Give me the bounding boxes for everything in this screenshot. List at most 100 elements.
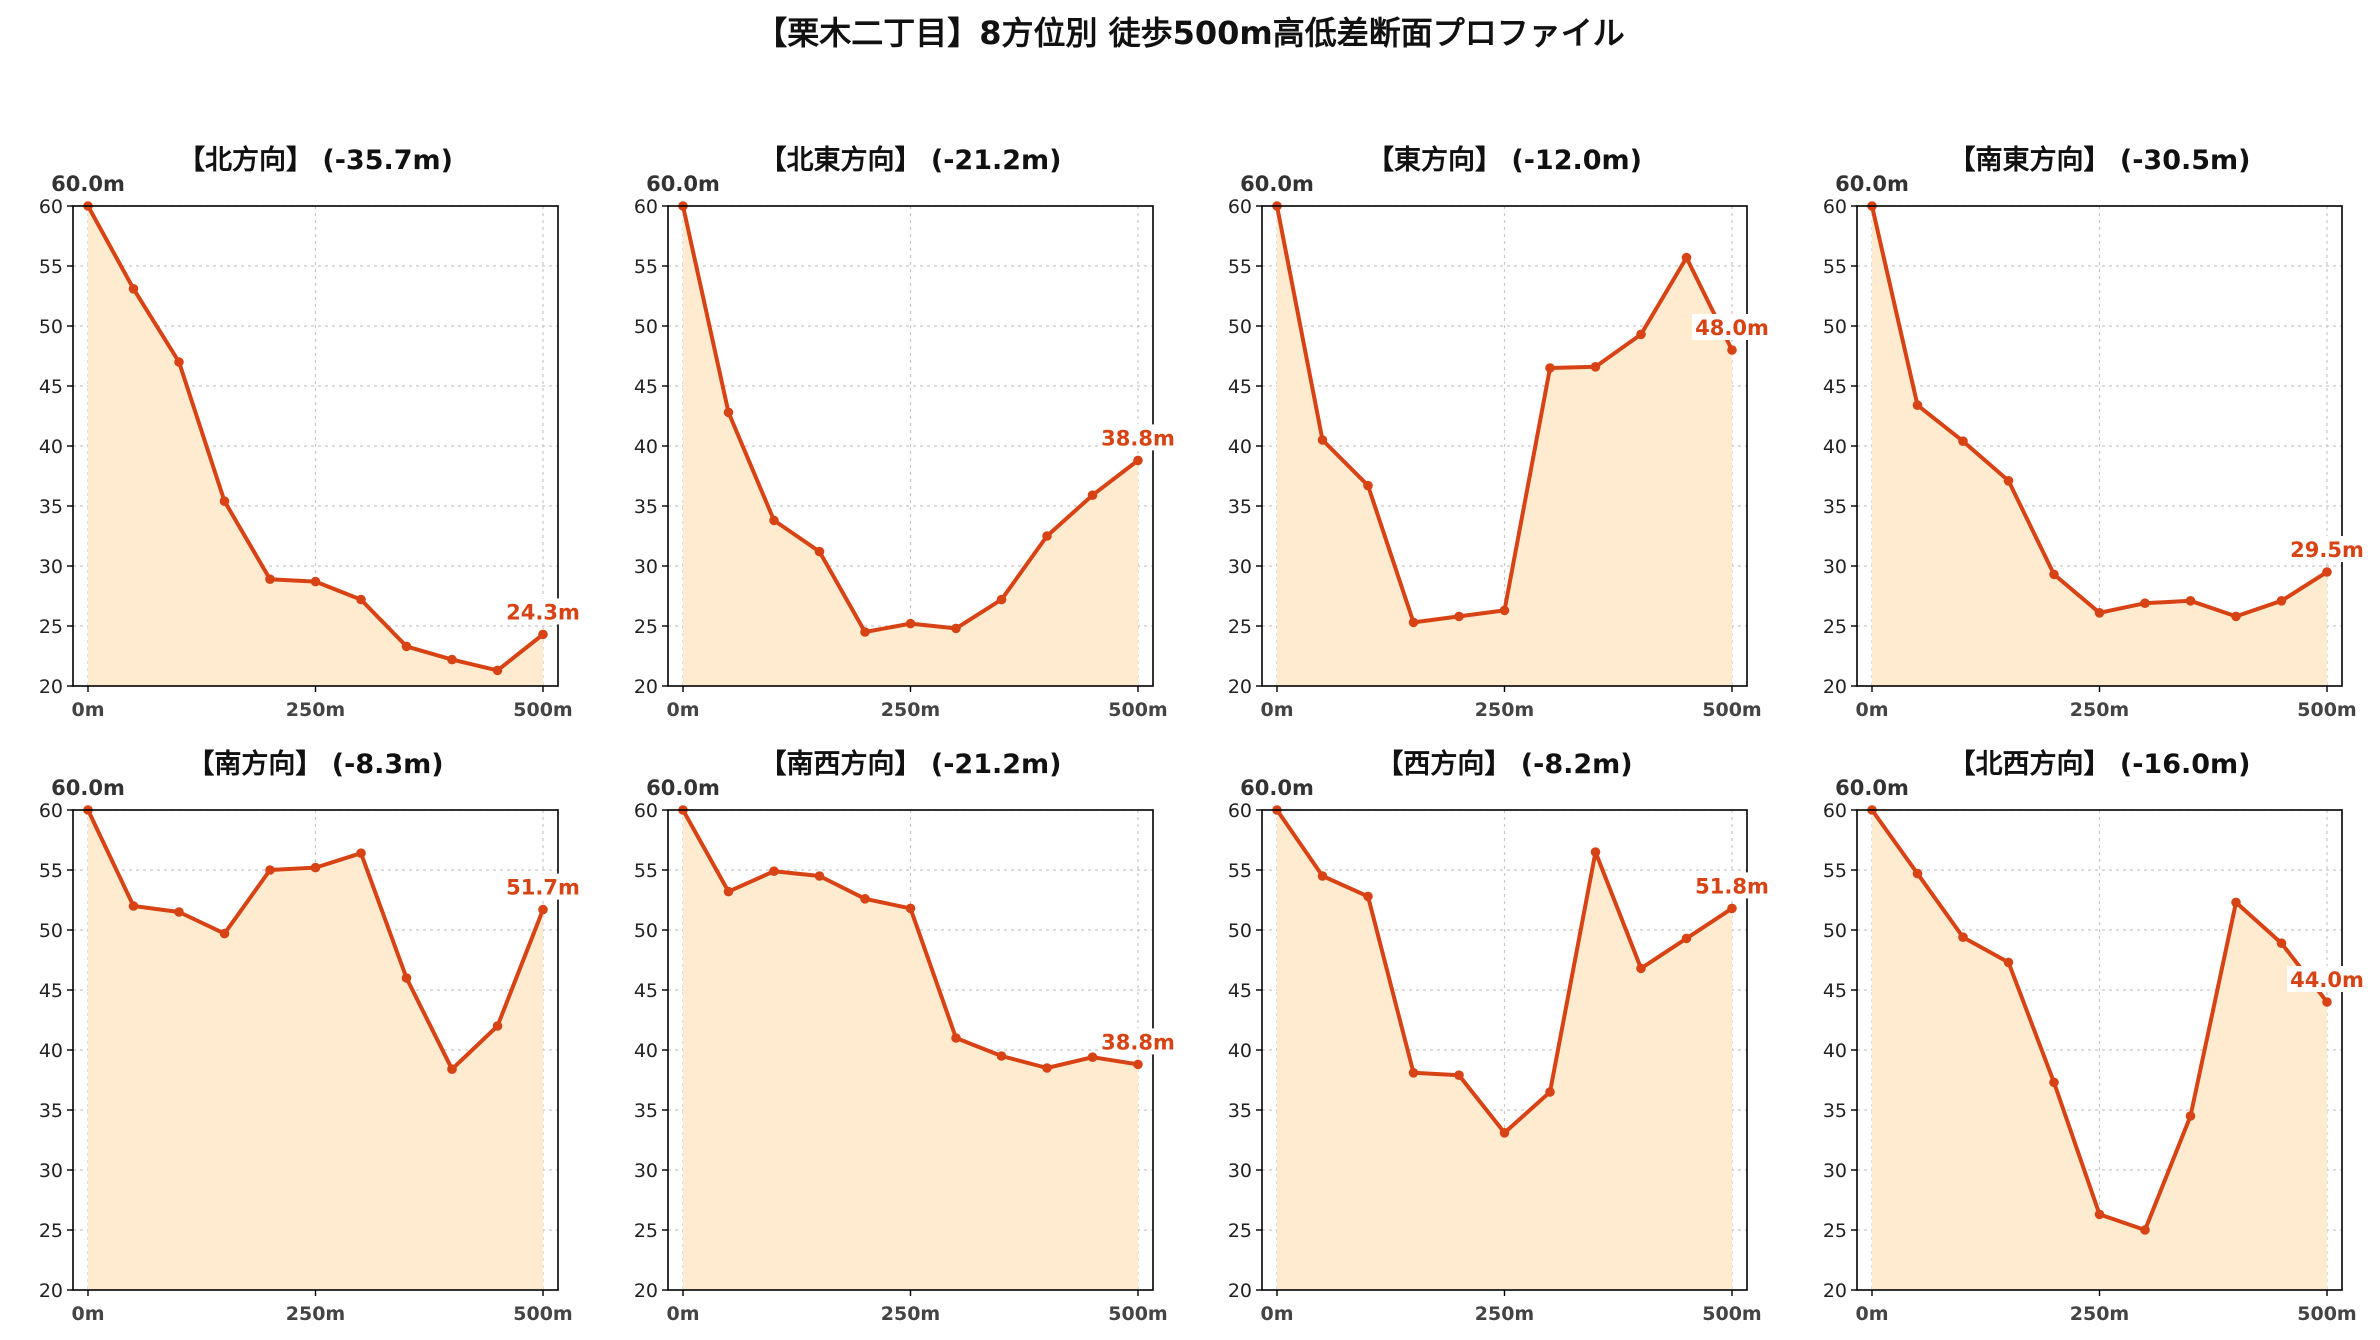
- x-tick-label: 500m: [513, 699, 572, 721]
- data-point: [769, 866, 779, 876]
- y-tick-label: 40: [634, 436, 658, 458]
- panel-title: 【南東方向】 (-30.5m): [1948, 144, 2250, 176]
- data-point: [492, 665, 503, 676]
- x-tick-label: 250m: [1475, 1303, 1534, 1325]
- y-tick-label: 60: [39, 196, 63, 218]
- y-tick-label: 30: [634, 1160, 658, 1182]
- y-tick-label: 40: [1823, 1040, 1847, 1062]
- elevation-area: [683, 206, 1138, 686]
- data-point: [723, 407, 734, 418]
- data-point: [1636, 963, 1646, 974]
- y-tick-label: 20: [39, 676, 63, 698]
- data-point: [265, 865, 275, 875]
- y-tick-label: 60: [634, 196, 658, 218]
- panel-title: 【南西方向】 (-21.2m): [759, 748, 1061, 780]
- panel-title: 【北東方向】 (-21.2m): [759, 144, 1061, 176]
- y-tick-label: 55: [1823, 860, 1847, 882]
- y-tick-label: 55: [39, 256, 63, 278]
- start-label-box: [1237, 774, 1319, 800]
- y-tick-label: 25: [1228, 616, 1252, 638]
- data-point: [447, 654, 457, 665]
- end-label-box: [503, 598, 585, 625]
- y-tick-label: 40: [634, 1040, 658, 1062]
- data-point: [2276, 938, 2287, 948]
- data-point: [2322, 567, 2332, 577]
- panel-title: 【東方向】 (-12.0m): [1367, 144, 1642, 176]
- end-label: 24.3m: [506, 600, 580, 624]
- y-tick-label: 30: [1823, 556, 1847, 578]
- y-tick-label: 35: [1228, 496, 1252, 518]
- panel-6: 20 25 30 35 40 45 50 55 60 0m 250m 500m 【南西方向】 (-21.…: [634, 748, 1180, 1325]
- data-point: [1317, 871, 1328, 881]
- x-tick-label: 0m: [71, 699, 104, 721]
- y-tick-label: 50: [1823, 316, 1847, 338]
- x-tick-label: 500m: [1108, 699, 1167, 721]
- data-point: [1408, 617, 1419, 628]
- y-tick-label: 50: [39, 316, 63, 338]
- data-point: [723, 886, 734, 897]
- data-point: [1958, 436, 1968, 447]
- x-tick-label: 500m: [513, 1303, 572, 1325]
- panel-1: 20 25 30 35 40 45 50 55 60 0m 250m 500m 【北方向】 (-35.7…: [39, 144, 585, 721]
- elevation-area: [1872, 810, 2327, 1290]
- y-tick-label: 45: [39, 376, 63, 398]
- elevation-area: [1277, 810, 1732, 1290]
- data-point: [219, 928, 230, 939]
- y-tick-label: 60: [39, 800, 63, 822]
- data-point: [1363, 891, 1373, 902]
- x-tick-label: 0m: [1260, 1303, 1293, 1325]
- y-tick-label: 35: [39, 1100, 63, 1122]
- data-point: [174, 907, 184, 917]
- data-point: [1042, 1063, 1052, 1073]
- start-label: 60.0m: [51, 776, 125, 800]
- x-tick-label: 250m: [2070, 1303, 2129, 1325]
- x-tick-label: 0m: [1855, 699, 1888, 721]
- data-point: [1727, 345, 1737, 355]
- y-tick-label: 25: [39, 616, 63, 638]
- y-tick-label: 60: [634, 800, 658, 822]
- start-label: 60.0m: [1240, 172, 1314, 196]
- data-point: [219, 496, 230, 507]
- end-label-box: [2287, 536, 2369, 562]
- data-point: [2185, 596, 2196, 606]
- start-label: 60.0m: [646, 172, 720, 196]
- data-point: [2322, 997, 2332, 1007]
- end-label: 51.7m: [506, 876, 580, 900]
- y-tick-label: 30: [634, 556, 658, 578]
- y-tick-label: 55: [1823, 256, 1847, 278]
- data-point: [1636, 329, 1646, 340]
- end-label: 44.0m: [2290, 968, 2364, 992]
- y-tick-label: 30: [1228, 1160, 1252, 1182]
- elevation-area: [88, 206, 543, 686]
- start-label-box: [48, 774, 130, 800]
- y-tick-label: 45: [1823, 376, 1847, 398]
- panel-title: 【北方向】 (-35.7m): [178, 144, 453, 176]
- data-point: [310, 576, 321, 587]
- data-point: [2094, 608, 2105, 618]
- start-label-box: [48, 170, 130, 196]
- y-tick-label: 25: [39, 1220, 63, 1242]
- y-tick-label: 50: [39, 920, 63, 942]
- data-point: [1590, 362, 1601, 372]
- data-point: [1958, 932, 1968, 942]
- start-label: 60.0m: [1835, 776, 1909, 800]
- y-tick-label: 35: [1823, 496, 1847, 518]
- data-point: [401, 641, 412, 652]
- data-point: [860, 627, 870, 637]
- end-label: 29.5m: [2290, 538, 2364, 562]
- data-point: [2049, 1077, 2059, 1088]
- y-tick-label: 55: [1228, 256, 1252, 278]
- data-point: [174, 357, 184, 367]
- data-point: [1087, 1052, 1098, 1062]
- data-point: [860, 894, 870, 904]
- y-tick-label: 60: [1228, 196, 1252, 218]
- y-tick-label: 50: [1823, 920, 1847, 942]
- y-tick-label: 25: [634, 616, 658, 638]
- x-tick-label: 250m: [881, 699, 940, 721]
- data-point: [814, 546, 825, 557]
- data-point: [128, 901, 139, 911]
- data-point: [2094, 1209, 2105, 1220]
- data-point: [1454, 611, 1464, 622]
- data-point: [356, 594, 366, 605]
